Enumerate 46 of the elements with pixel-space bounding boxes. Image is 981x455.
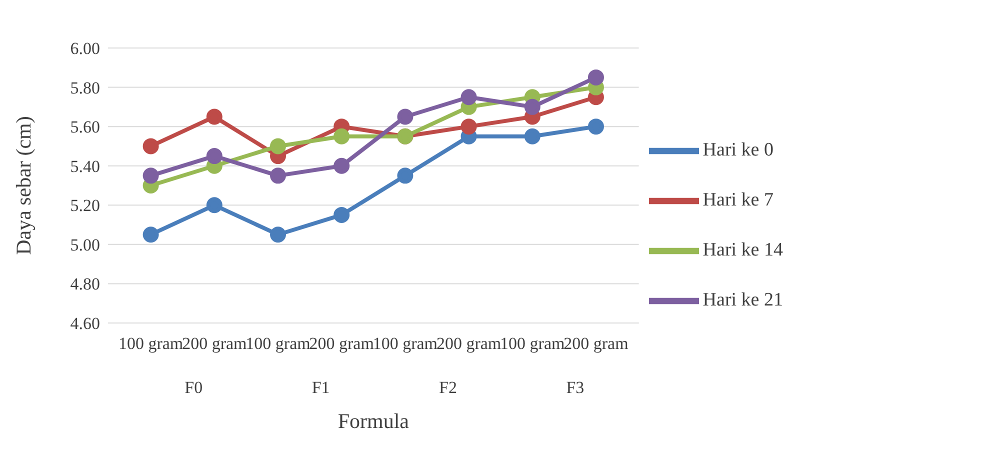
point [334, 128, 350, 144]
x-tick-label: 100 gram [118, 334, 184, 353]
y-tick-label: 5.60 [70, 118, 100, 137]
text: F0 [184, 378, 203, 397]
text: F2 [439, 378, 457, 397]
point [206, 108, 222, 125]
point [206, 148, 222, 164]
legend-label: Hari ke 21 [702, 288, 783, 310]
y-tick-label: 5.80 [70, 78, 100, 98]
point [397, 168, 414, 184]
point [524, 98, 540, 115]
y-tick-label: 4.80 [70, 274, 100, 294]
y-tick-label: 5.00 [70, 235, 100, 254]
point [142, 226, 159, 243]
y-axis-title: Daya sebar (cm) [11, 116, 36, 255]
x-tick-label: 200 gram [436, 334, 502, 353]
x-tick-label: 100 gram [246, 334, 310, 353]
point [588, 118, 604, 135]
y-tick-label: 6.00 [70, 39, 100, 58]
point [397, 108, 414, 125]
point [142, 138, 159, 154]
y-tick-label: 5.20 [70, 196, 100, 216]
point [460, 89, 477, 106]
point [270, 226, 286, 243]
x-tick-label: 200 gram [309, 334, 374, 353]
point [270, 168, 286, 184]
x-tick-label: 200 gram [564, 334, 628, 353]
point [270, 138, 286, 154]
x-tick-label: 200 gram [182, 334, 247, 353]
point [588, 69, 604, 86]
legend-label: Hari ke 14 [702, 238, 783, 260]
text: F3 [566, 378, 584, 397]
text: F1 [312, 378, 330, 397]
point [206, 197, 222, 214]
point [142, 168, 159, 184]
point [460, 118, 477, 135]
y-tick-label: 4.60 [70, 314, 100, 334]
legend-label: Hari ke 0 [702, 138, 774, 160]
point [334, 206, 350, 223]
x-tick-label: 100 gram [372, 334, 438, 353]
point [334, 158, 350, 174]
point [524, 128, 540, 144]
legend-label: Hari ke 7 [702, 188, 774, 210]
x-tick-label: 100 gram [500, 334, 565, 353]
x-axis-title: Formula [338, 409, 410, 433]
y-tick-label: 5.40 [70, 156, 100, 176]
